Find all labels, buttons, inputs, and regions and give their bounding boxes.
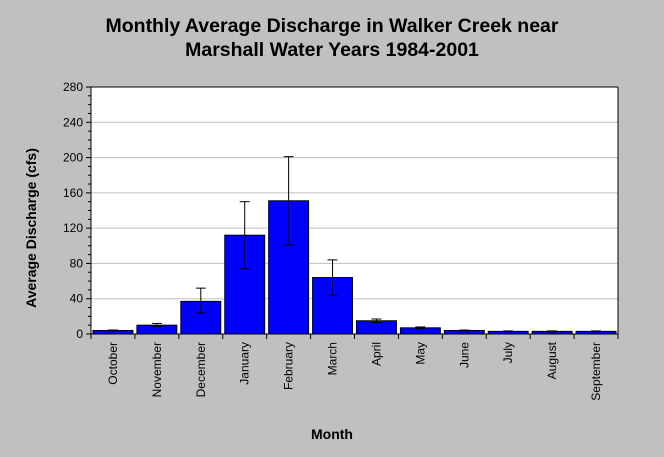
y-tick-label: 80	[70, 256, 84, 270]
chart-title-line-1: Monthly Average Discharge in Walker Cree…	[105, 15, 559, 37]
x-tick-label: August	[545, 341, 559, 379]
y-tick-label: 0	[76, 327, 83, 341]
x-tick-label: September	[589, 342, 603, 401]
x-tick-label: March	[326, 342, 340, 375]
y-tick-label: 120	[63, 221, 83, 235]
chart-title-line-2: Marshall Water Years 1984-2001	[185, 39, 479, 61]
y-axis-label: Average Discharge (cfs)	[23, 148, 39, 308]
x-tick-label: June	[457, 342, 471, 368]
x-tick-label: May	[413, 342, 427, 365]
y-tick-label: 160	[63, 186, 83, 200]
x-tick-label: October	[106, 342, 120, 385]
y-tick-label: 200	[63, 151, 83, 165]
x-tick-label: November	[150, 342, 164, 397]
y-tick-label: 40	[70, 292, 84, 306]
x-tick-label: July	[501, 342, 515, 363]
x-tick-label: April	[369, 342, 383, 366]
x-tick-label: February	[282, 342, 296, 390]
y-tick-label: 240	[63, 115, 83, 129]
x-tick-label: January	[238, 342, 252, 385]
plot-background	[91, 87, 618, 334]
x-axis-label: Month	[311, 426, 353, 442]
y-tick-label: 280	[63, 80, 83, 94]
x-tick-label: December	[194, 342, 208, 397]
